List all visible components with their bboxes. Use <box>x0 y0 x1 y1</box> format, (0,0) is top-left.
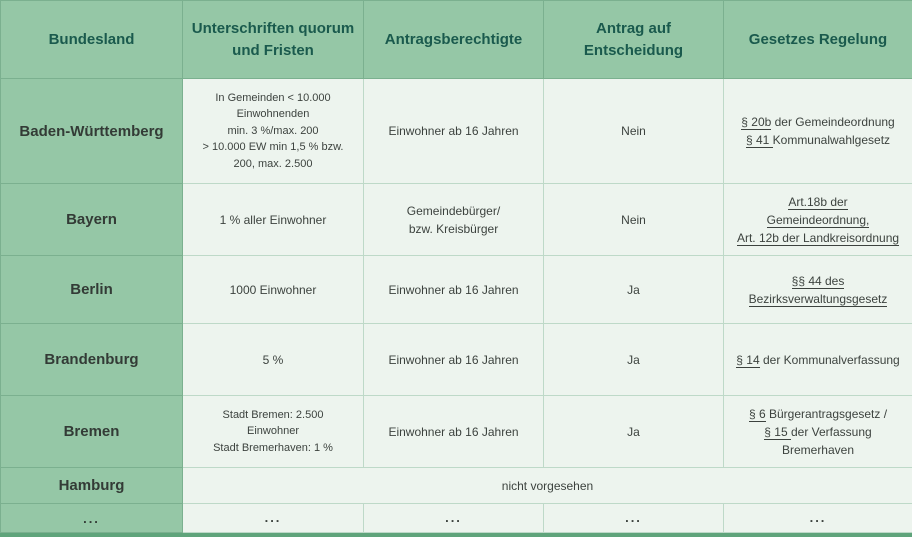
law-reference-link[interactable]: § 6 <box>749 407 766 422</box>
law-reference-link[interactable]: § 20b <box>741 115 771 130</box>
col-header-antragsberechtigte: Antragsberechtigte <box>364 1 544 79</box>
quorum-line: Einwohnenden <box>187 106 359 123</box>
law-line: §§ 44 des <box>728 272 908 290</box>
eligible-line: Einwohner ab 16 Jahren <box>368 122 539 140</box>
eligible-line: Einwohner ab 16 Jahren <box>368 351 539 369</box>
law-text: der Kommunalverfassung <box>760 353 900 367</box>
eligible-line: Einwohner ab 16 Jahren <box>368 423 539 441</box>
law-text: der Verfassung <box>791 425 872 439</box>
eligible-line: bzw. Kreisbürger <box>368 220 539 238</box>
law-text: Kommunalwahlgesetz <box>773 133 890 147</box>
law-cell: § 14 der Kommunalverfassung <box>724 324 912 396</box>
col-header-antrag-entscheidung: Antrag auf Entscheidung <box>544 1 724 79</box>
eligible-cell: Gemeindebürger/ bzw. Kreisbürger <box>364 184 544 256</box>
decision-cell: Ja <box>544 324 724 396</box>
quorum-line: 1000 Einwohner <box>187 281 359 299</box>
law-line: § 15 der Verfassung <box>728 423 908 441</box>
law-reference-link[interactable]: § 41 <box>746 133 773 148</box>
row-bayern: Bayern 1 % aller Einwohner Gemeindebürge… <box>1 184 912 256</box>
ellipsis-cell: ... <box>544 504 724 533</box>
state-label: Hamburg <box>1 468 183 504</box>
ellipsis-cell: ... <box>1 504 183 533</box>
quorum-line: min. 3 %/max. 200 <box>187 123 359 140</box>
law-line: § 6 Bürgerantragsgesetz / <box>728 405 908 423</box>
eligible-cell: Einwohner ab 16 Jahren <box>364 79 544 184</box>
quorum-cell: Stadt Bremen: 2.500 Einwohner Stadt Brem… <box>183 396 364 468</box>
law-text: der Gemeindeordnung <box>771 115 894 129</box>
decision-cell: Ja <box>544 396 724 468</box>
ellipsis-cell: ... <box>183 504 364 533</box>
state-label: Berlin <box>1 256 183 324</box>
quorum-line: Stadt Bremen: 2.500 <box>187 407 359 424</box>
law-line: § 41 Kommunalwahlgesetz <box>728 131 908 149</box>
eligible-cell: Einwohner ab 16 Jahren <box>364 256 544 324</box>
ellipsis-cell: ... <box>364 504 544 533</box>
quorum-cell: 1 % aller Einwohner <box>183 184 364 256</box>
eligible-cell: Einwohner ab 16 Jahren <box>364 324 544 396</box>
eligible-line: Einwohner ab 16 Jahren <box>368 281 539 299</box>
law-reference-link[interactable]: § 15 <box>764 425 791 440</box>
decision-cell: Nein <box>544 79 724 184</box>
law-text: Bremerhaven <box>782 443 854 457</box>
quorum-line: 200, max. 2.500 <box>187 156 359 173</box>
quorum-line: > 10.000 EW min 1,5 % bzw. <box>187 139 359 156</box>
law-line: Art. 12b der Landkreisordnung <box>728 229 908 247</box>
law-line: Bezirksverwaltungsgesetz <box>728 290 908 308</box>
law-line: Art.18b der <box>728 193 908 211</box>
quorum-line: Stadt Bremerhaven: 1 % <box>187 440 359 457</box>
row-hamburg: Hamburg nicht vorgesehen <box>1 468 912 504</box>
law-reference-link[interactable]: § 14 <box>736 353 759 368</box>
quorum-line: Einwohner <box>187 423 359 440</box>
bottom-accent-bar <box>0 533 912 537</box>
law-reference-link[interactable]: Gemeindeordnung, <box>767 213 870 228</box>
row-brandenburg: Brandenburg 5 % Einwohner ab 16 Jahren J… <box>1 324 912 396</box>
quorum-line: 5 % <box>187 351 359 369</box>
row-bremen: Bremen Stadt Bremen: 2.500 Einwohner Sta… <box>1 396 912 468</box>
law-reference-link[interactable]: Bezirksverwaltungsgesetz <box>749 292 888 307</box>
quorum-cell: In Gemeinden < 10.000 Einwohnenden min. … <box>183 79 364 184</box>
row-ellipsis: ... ... ... ... ... <box>1 504 912 533</box>
law-reference-link[interactable]: Art.18b der <box>788 195 847 210</box>
col-header-quorum: Unterschriften quorum und Fristen <box>183 1 364 79</box>
state-label: Brandenburg <box>1 324 183 396</box>
law-line: Bremerhaven <box>728 441 908 459</box>
quorum-cell: 5 % <box>183 324 364 396</box>
state-label: Bremen <box>1 396 183 468</box>
law-line: Gemeindeordnung, <box>728 211 908 229</box>
row-berlin: Berlin 1000 Einwohner Einwohner ab 16 Ja… <box>1 256 912 324</box>
quorum-line: In Gemeinden < 10.000 <box>187 90 359 107</box>
law-line: § 20b der Gemeindeordnung <box>728 113 908 131</box>
eligible-line: Gemeindebürger/ <box>368 202 539 220</box>
col-header-gesetzes-regelung: Gesetzes Regelung <box>724 1 912 79</box>
ellipsis-cell: ... <box>724 504 912 533</box>
eligible-cell: Einwohner ab 16 Jahren <box>364 396 544 468</box>
law-cell: §§ 44 des Bezirksverwaltungsgesetz <box>724 256 912 324</box>
merged-not-provided-cell: nicht vorgesehen <box>183 468 912 504</box>
table-header-row: Bundesland Unterschriften quorum und Fri… <box>1 1 912 79</box>
col-header-bundesland: Bundesland <box>1 1 183 79</box>
state-label: Bayern <box>1 184 183 256</box>
row-baden-wuerttemberg: Baden-Württemberg In Gemeinden < 10.000 … <box>1 79 912 184</box>
decision-cell: Nein <box>544 184 724 256</box>
law-reference-link[interactable]: Art. 12b der Landkreisordnung <box>737 231 899 246</box>
quorum-line: 1 % aller Einwohner <box>187 211 359 229</box>
law-text: Bürgerantragsgesetz / <box>766 407 887 421</box>
decision-cell: Ja <box>544 256 724 324</box>
state-label: Baden-Württemberg <box>1 79 183 184</box>
law-line: § 14 der Kommunalverfassung <box>728 351 908 369</box>
law-cell: § 20b der Gemeindeordnung § 41 Kommunalw… <box>724 79 912 184</box>
law-reference-link[interactable]: §§ 44 des <box>792 274 845 289</box>
quorum-cell: 1000 Einwohner <box>183 256 364 324</box>
law-cell: Art.18b der Gemeindeordnung, Art. 12b de… <box>724 184 912 256</box>
law-cell: § 6 Bürgerantragsgesetz / § 15 der Verfa… <box>724 396 912 468</box>
